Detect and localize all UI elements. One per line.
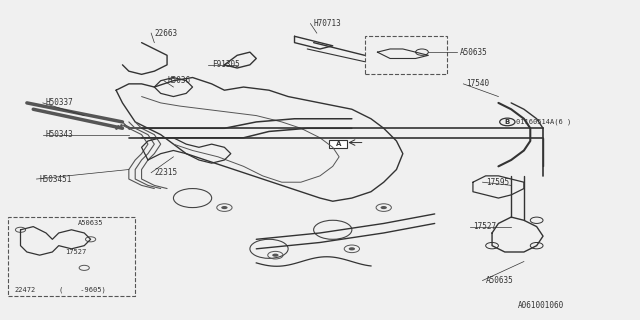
Bar	[365, 36, 447, 74]
Text: 17595: 17595	[486, 178, 509, 187]
Circle shape	[381, 206, 387, 209]
Text: A: A	[336, 141, 341, 147]
Text: A50635: A50635	[460, 48, 488, 57]
Text: A061001060: A061001060	[518, 301, 564, 310]
Text: H50343: H50343	[46, 130, 74, 139]
Text: H503451: H503451	[40, 174, 72, 184]
Bar	[8, 217, 135, 296]
Text: 22663: 22663	[154, 28, 177, 38]
Text: H50337: H50337	[46, 99, 74, 108]
Text: F91305: F91305	[212, 60, 239, 69]
FancyBboxPatch shape	[329, 140, 348, 148]
Text: H70713: H70713	[314, 19, 341, 28]
Text: (    -9605): ( -9605)	[59, 287, 106, 293]
Text: 22315: 22315	[154, 168, 177, 177]
Text: A50635: A50635	[78, 220, 103, 227]
Text: B: B	[505, 119, 510, 125]
Circle shape	[349, 247, 355, 251]
Text: 01160514A(6 ): 01160514A(6 )	[516, 119, 571, 125]
Circle shape	[272, 253, 278, 257]
Text: 17527: 17527	[473, 222, 496, 231]
Text: 22472: 22472	[14, 287, 35, 293]
Text: 17540: 17540	[467, 79, 490, 88]
Text: 17527: 17527	[65, 249, 86, 255]
Circle shape	[221, 206, 228, 209]
Text: H5036: H5036	[167, 76, 190, 85]
Text: A50635: A50635	[486, 276, 513, 285]
